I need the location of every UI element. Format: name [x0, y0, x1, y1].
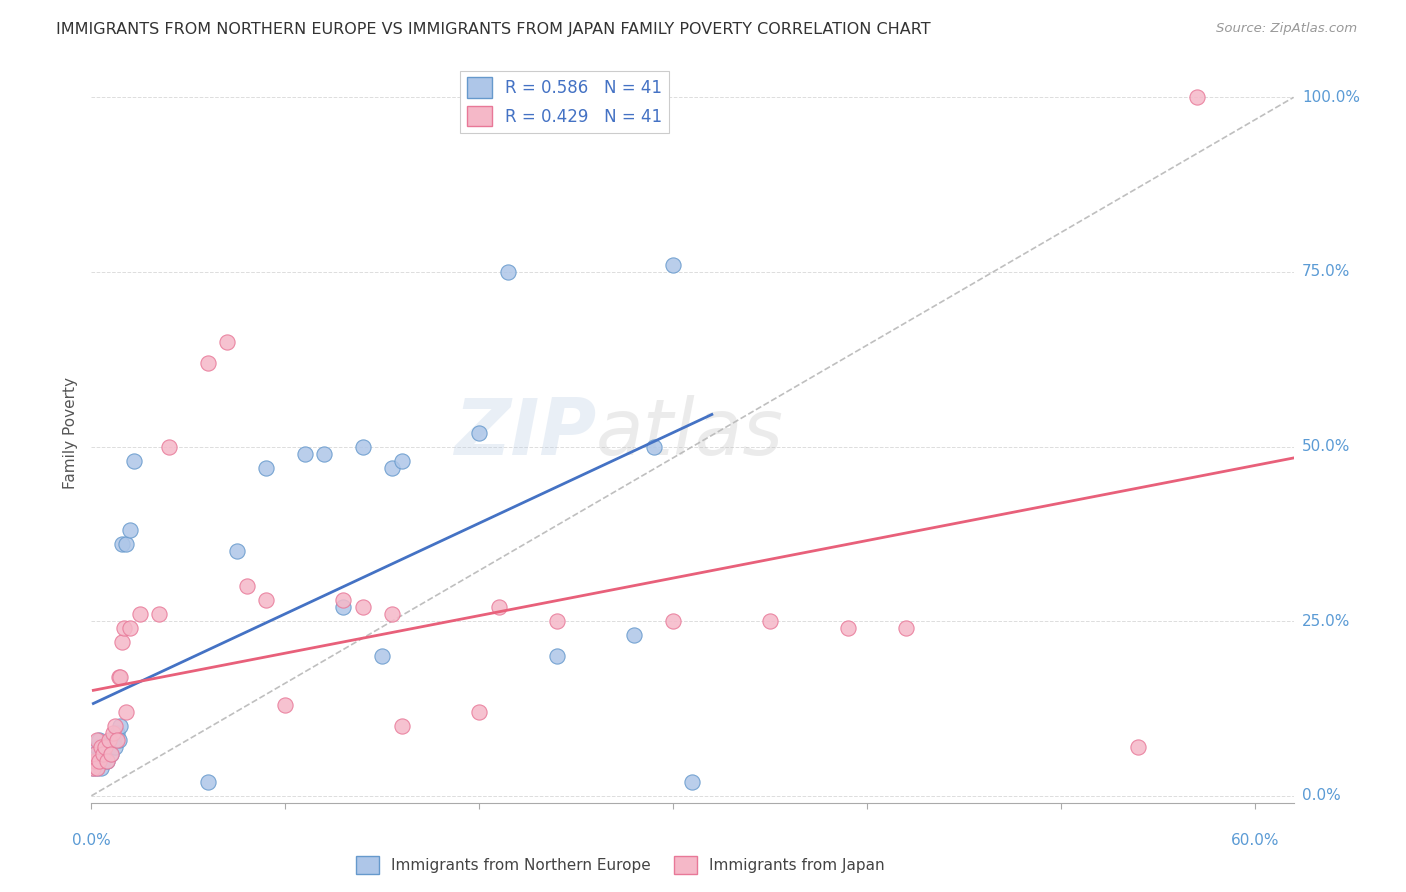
Point: [128, 607, 150, 622]
Point: [148, 607, 170, 622]
Point: [623, 628, 645, 642]
Point: [110, 670, 132, 684]
Point: [94, 747, 117, 761]
Point: [111, 635, 134, 649]
Text: IMMIGRANTS FROM NORTHERN EUROPE VS IMMIGRANTS FROM JAPAN FAMILY POVERTY CORRELAT: IMMIGRANTS FROM NORTHERN EUROPE VS IMMIG…: [56, 22, 931, 37]
Point: [352, 440, 374, 454]
Point: [197, 356, 219, 370]
Y-axis label: Family Poverty: Family Poverty: [63, 376, 79, 489]
Point: [759, 614, 782, 628]
Point: [86, 761, 108, 775]
Point: [115, 705, 138, 719]
Point: [274, 698, 297, 712]
Point: [82, 761, 104, 775]
Point: [235, 579, 257, 593]
Point: [111, 537, 134, 551]
Point: [86, 761, 108, 775]
Text: atlas: atlas: [596, 394, 785, 471]
Point: [120, 524, 142, 538]
Point: [225, 544, 247, 558]
Point: [496, 265, 519, 279]
Text: 0.0%: 0.0%: [1302, 789, 1340, 804]
Point: [107, 733, 129, 747]
Text: 100.0%: 100.0%: [1302, 90, 1360, 105]
Point: [82, 761, 104, 775]
Text: 60.0%: 60.0%: [1230, 833, 1279, 848]
Point: [97, 739, 120, 754]
Point: [100, 747, 122, 761]
Point: [217, 334, 239, 349]
Point: [352, 600, 374, 615]
Point: [90, 761, 112, 775]
Point: [91, 747, 114, 761]
Point: [112, 621, 135, 635]
Point: [546, 614, 568, 628]
Point: [391, 719, 413, 733]
Point: [120, 621, 142, 635]
Point: [157, 440, 180, 454]
Point: [391, 453, 413, 467]
Text: 0.0%: 0.0%: [72, 833, 111, 848]
Point: [94, 739, 117, 754]
Point: [84, 754, 107, 768]
Point: [837, 621, 859, 635]
Point: [662, 258, 685, 272]
Point: [89, 733, 111, 747]
Point: [1128, 739, 1150, 754]
Point: [84, 747, 107, 761]
Point: [122, 453, 145, 467]
Text: ZIP: ZIP: [454, 394, 596, 471]
Text: 75.0%: 75.0%: [1302, 264, 1350, 279]
Point: [381, 607, 404, 622]
Point: [91, 739, 114, 754]
Point: [91, 754, 114, 768]
Point: [381, 460, 404, 475]
Point: [84, 754, 107, 768]
Point: [90, 747, 112, 761]
Point: [894, 621, 917, 635]
Point: [101, 726, 124, 740]
Point: [681, 775, 703, 789]
Point: [104, 739, 127, 754]
Point: [107, 670, 129, 684]
Point: [332, 593, 354, 607]
Point: [101, 733, 124, 747]
Point: [97, 733, 120, 747]
Point: [1185, 90, 1208, 104]
Point: [312, 446, 335, 460]
Point: [197, 775, 219, 789]
Point: [371, 649, 394, 664]
Point: [100, 747, 122, 761]
Point: [662, 614, 685, 628]
Point: [86, 739, 108, 754]
Legend: Immigrants from Northern Europe, Immigrants from Japan: Immigrants from Northern Europe, Immigra…: [350, 849, 891, 880]
Point: [115, 537, 138, 551]
Point: [105, 733, 128, 747]
Text: Source: ZipAtlas.com: Source: ZipAtlas.com: [1216, 22, 1357, 36]
Text: 25.0%: 25.0%: [1302, 614, 1350, 629]
Point: [86, 733, 108, 747]
Point: [468, 425, 491, 440]
Point: [104, 719, 127, 733]
Point: [89, 754, 111, 768]
Point: [96, 754, 118, 768]
Point: [105, 726, 128, 740]
Point: [643, 440, 665, 454]
Point: [110, 719, 132, 733]
Point: [89, 754, 111, 768]
Point: [332, 600, 354, 615]
Point: [84, 747, 107, 761]
Point: [488, 600, 510, 615]
Point: [294, 446, 316, 460]
Text: 50.0%: 50.0%: [1302, 439, 1350, 454]
Point: [254, 593, 277, 607]
Point: [96, 754, 118, 768]
Point: [90, 739, 112, 754]
Point: [546, 649, 568, 664]
Point: [468, 705, 491, 719]
Point: [254, 460, 277, 475]
